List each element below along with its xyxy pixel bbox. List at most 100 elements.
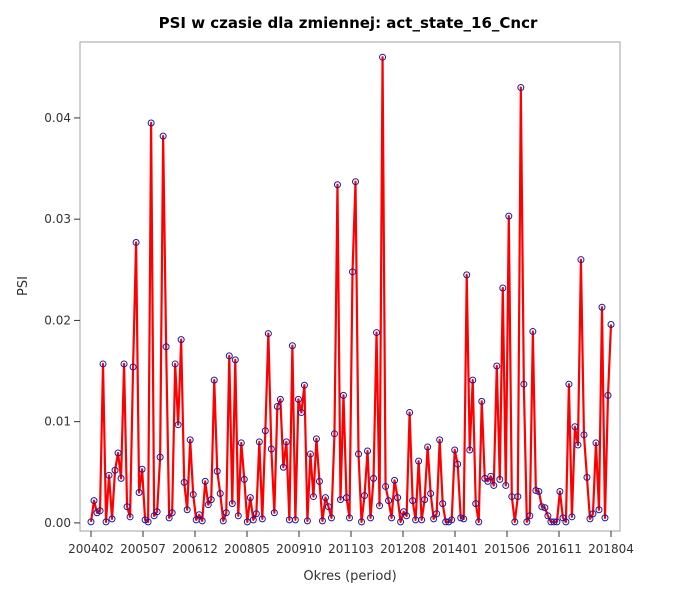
data-point bbox=[478, 397, 486, 405]
data-point bbox=[96, 507, 104, 515]
data-point bbox=[580, 431, 588, 439]
y-axis-label: PSI bbox=[16, 276, 31, 296]
data-point bbox=[421, 496, 429, 504]
data-point bbox=[222, 509, 230, 517]
data-point bbox=[213, 467, 221, 475]
x-tick-label: 201103 bbox=[328, 542, 374, 556]
data-point bbox=[382, 482, 390, 490]
data-point bbox=[237, 439, 245, 447]
data-point bbox=[346, 514, 353, 522]
data-point bbox=[502, 481, 510, 489]
data-point bbox=[427, 490, 435, 498]
data-point bbox=[216, 490, 224, 498]
x-tick-label: 201506 bbox=[484, 542, 530, 556]
data-point bbox=[442, 518, 450, 526]
data-point bbox=[604, 391, 612, 399]
data-point bbox=[376, 502, 384, 510]
data-point bbox=[553, 518, 561, 526]
data-point bbox=[249, 516, 257, 524]
data-point bbox=[228, 500, 236, 508]
data-point bbox=[288, 342, 296, 350]
x-tick-label: 200910 bbox=[276, 542, 322, 556]
data-point bbox=[108, 515, 116, 523]
data-point bbox=[318, 517, 326, 525]
data-point bbox=[306, 450, 314, 458]
data-point bbox=[174, 421, 182, 429]
data-point bbox=[394, 494, 402, 502]
data-point bbox=[550, 518, 558, 526]
x-tick-label: 201401 bbox=[432, 542, 478, 556]
data-point bbox=[324, 503, 332, 511]
data-point bbox=[120, 360, 128, 368]
data-point bbox=[499, 284, 507, 292]
data-point bbox=[589, 510, 597, 518]
data-point bbox=[460, 515, 468, 523]
data-point bbox=[367, 514, 375, 522]
data-point bbox=[177, 336, 185, 344]
data-point bbox=[339, 391, 347, 399]
data-point bbox=[457, 514, 465, 522]
data-point bbox=[385, 497, 393, 505]
data-point bbox=[493, 362, 501, 370]
data-point bbox=[207, 496, 215, 504]
data-point bbox=[327, 514, 335, 522]
data-point bbox=[523, 518, 531, 526]
data-point bbox=[361, 492, 369, 500]
data-point bbox=[418, 516, 426, 524]
data-point bbox=[352, 178, 360, 186]
data-point bbox=[297, 409, 305, 417]
data-point bbox=[529, 328, 537, 336]
x-axis-label: Okres (period) bbox=[303, 569, 396, 584]
x-tick-label: 200805 bbox=[224, 542, 270, 556]
data-point bbox=[189, 491, 197, 499]
data-point bbox=[562, 518, 570, 526]
data-point bbox=[156, 453, 164, 461]
data-point bbox=[511, 518, 519, 526]
x-tick-label: 201208 bbox=[380, 542, 426, 556]
data-point bbox=[210, 376, 218, 384]
data-point bbox=[535, 488, 543, 496]
data-point bbox=[312, 435, 320, 443]
y-tick-label: 0.04 bbox=[44, 111, 71, 125]
data-point bbox=[99, 360, 107, 368]
data-point bbox=[219, 517, 227, 525]
data-point bbox=[111, 466, 119, 474]
data-point bbox=[165, 514, 173, 522]
series-layer bbox=[89, 56, 613, 523]
data-point bbox=[123, 503, 131, 511]
data-point bbox=[349, 268, 356, 276]
data-point bbox=[282, 438, 290, 446]
data-point bbox=[463, 271, 471, 279]
chart-title: PSI w czasie dla zmiennej: act_state_16_… bbox=[159, 14, 538, 32]
data-point bbox=[117, 474, 125, 482]
data-point bbox=[451, 446, 459, 454]
data-point bbox=[294, 395, 302, 403]
data-point bbox=[231, 356, 239, 364]
data-point bbox=[132, 238, 140, 246]
data-point bbox=[309, 493, 317, 501]
data-point bbox=[487, 472, 495, 480]
data-point bbox=[430, 515, 438, 523]
data-point bbox=[391, 476, 399, 484]
data-point bbox=[544, 512, 552, 520]
data-point bbox=[333, 181, 341, 189]
data-point bbox=[246, 494, 254, 502]
data-point bbox=[466, 446, 474, 454]
data-point bbox=[276, 395, 284, 403]
data-point bbox=[291, 516, 299, 524]
data-point bbox=[261, 427, 269, 435]
data-point bbox=[273, 402, 281, 410]
data-point bbox=[469, 376, 477, 384]
data-point bbox=[171, 360, 179, 368]
y-tick-label: 0.02 bbox=[44, 313, 71, 327]
data-point bbox=[195, 511, 203, 519]
data-point bbox=[472, 500, 480, 508]
data-point bbox=[114, 449, 122, 457]
data-point bbox=[607, 320, 615, 328]
data-point bbox=[355, 450, 363, 458]
data-point bbox=[538, 503, 546, 511]
data-point bbox=[514, 493, 522, 501]
data-point bbox=[505, 212, 513, 220]
x-tick-label: 200507 bbox=[120, 542, 166, 556]
